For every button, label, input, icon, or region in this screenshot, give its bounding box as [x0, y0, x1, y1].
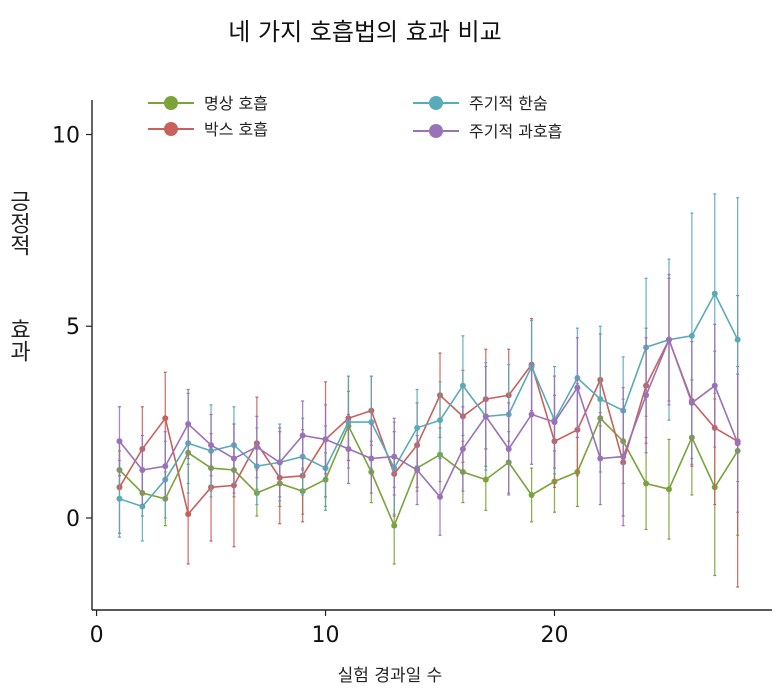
- chart-title: 네 가지 호흡법의 효과 비교: [228, 18, 501, 46]
- y-tick-label: 5: [66, 315, 80, 340]
- data-point: [482, 476, 489, 483]
- legend-item: 명상 호흡: [148, 94, 268, 113]
- data-point: [185, 421, 192, 428]
- x-tick-label: 10: [312, 623, 340, 648]
- data-point: [368, 455, 375, 462]
- data-point: [345, 445, 352, 452]
- data-point: [230, 455, 237, 462]
- data-point: [414, 424, 421, 431]
- series-line: [119, 291, 739, 508]
- data-point: [208, 442, 215, 449]
- data-point: [437, 493, 444, 500]
- legend-label: 주기적 과호흡: [469, 122, 562, 141]
- data-point: [597, 396, 604, 403]
- data-point: [574, 384, 581, 391]
- legend-item: 주기적 한숨: [413, 94, 548, 113]
- legend-marker: [164, 96, 178, 110]
- data-point: [459, 445, 466, 452]
- legend-label: 주기적 한숨: [469, 94, 548, 113]
- x-tick-label: 20: [540, 623, 568, 648]
- x-axis-title: 실험 경과일 수: [338, 666, 443, 686]
- series-2: [116, 277, 741, 588]
- legend-marker: [429, 124, 443, 138]
- series-line: [118, 337, 739, 499]
- data-point: [597, 455, 604, 462]
- data-point: [711, 290, 718, 297]
- series-4: [116, 273, 741, 536]
- data-point: [139, 467, 146, 474]
- data-point: [437, 417, 444, 424]
- data-point: [414, 467, 421, 474]
- data-point: [665, 486, 672, 493]
- data-point: [162, 415, 169, 422]
- legend-label: 박스 호흡: [204, 120, 268, 139]
- legend-marker: [429, 96, 443, 110]
- data-point: [734, 440, 741, 447]
- data-point: [528, 411, 535, 418]
- data-point: [459, 382, 466, 389]
- legend-marker: [164, 122, 178, 136]
- data-point: [643, 480, 650, 487]
- series-line: [118, 416, 739, 528]
- data-point: [505, 445, 512, 452]
- data-point: [116, 438, 123, 445]
- data-point: [391, 522, 398, 529]
- data-point: [734, 336, 741, 343]
- data-point: [688, 399, 695, 406]
- data-point: [276, 459, 283, 466]
- x-tick-label: 0: [90, 623, 104, 648]
- data-point: [482, 413, 489, 420]
- plot-area: [116, 193, 741, 588]
- data-point: [643, 392, 650, 399]
- legend-item: 박스 호흡: [148, 120, 268, 139]
- axes: 0 5 10 0 10 20: [52, 100, 772, 648]
- data-point: [391, 453, 398, 460]
- y-axis-title-line-2: 효과: [6, 318, 31, 362]
- data-point: [620, 453, 627, 460]
- legend-item: 주기적 과호흡: [413, 122, 562, 141]
- data-point: [688, 332, 695, 339]
- data-point: [299, 432, 306, 439]
- data-point: [528, 491, 535, 498]
- data-point: [162, 463, 169, 470]
- legend-label: 명상 호흡: [204, 94, 268, 113]
- y-tick-label: 0: [66, 507, 80, 532]
- data-point: [711, 382, 718, 389]
- y-axis-title-line-1: 긍정적: [6, 190, 31, 256]
- data-point: [253, 444, 260, 451]
- data-point: [551, 419, 558, 426]
- data-point: [322, 436, 329, 443]
- y-tick-label: 10: [52, 124, 80, 149]
- data-point: [116, 495, 123, 502]
- y-axis-title: 긍정적 효과: [6, 190, 31, 362]
- data-point: [185, 511, 192, 518]
- data-point: [665, 336, 672, 343]
